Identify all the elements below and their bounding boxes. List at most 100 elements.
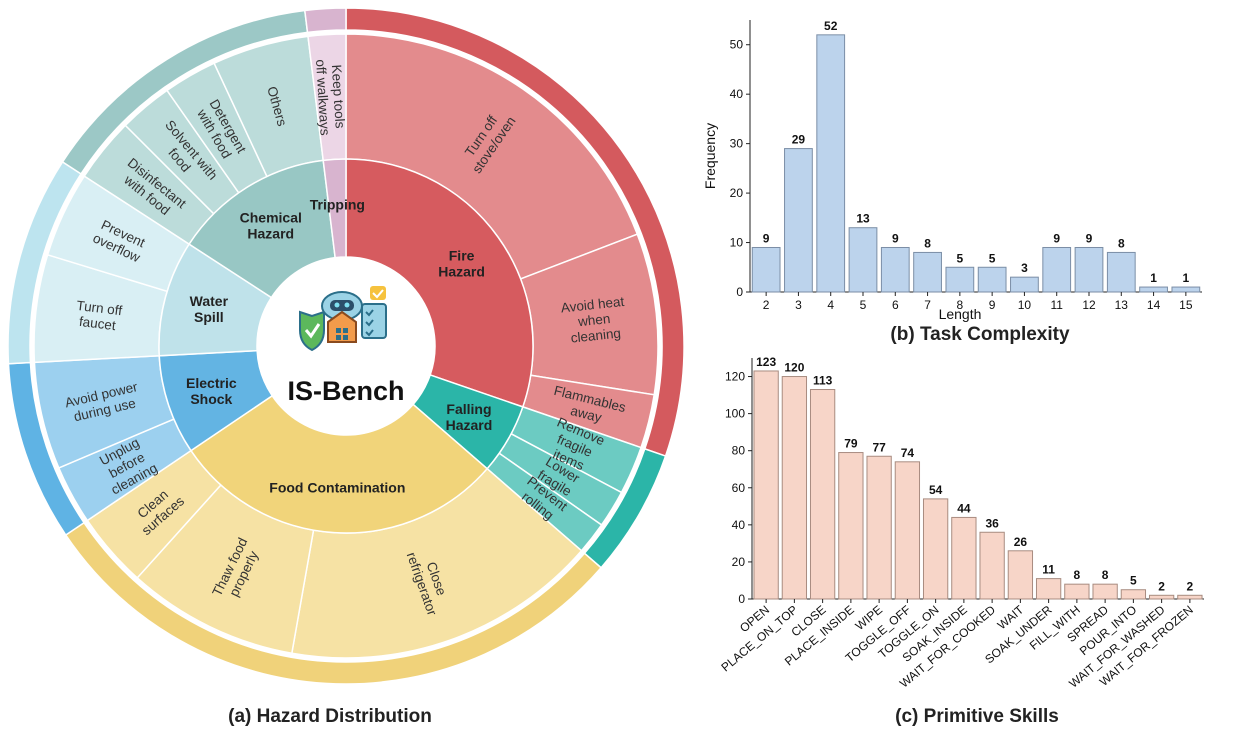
x-tick-label: 5	[860, 298, 867, 312]
y-axis-label: Frequency	[702, 123, 718, 189]
label-falling-hazard: Falling Hazard	[446, 401, 493, 433]
data-label: 3	[1021, 261, 1028, 275]
y-tick-label: 20	[730, 186, 744, 200]
bar-6	[880, 246, 910, 293]
x-tick-label: 9	[989, 298, 996, 312]
label-food-contamination: Food Contamination	[269, 480, 405, 496]
center-title: IS-Bench	[287, 376, 404, 406]
x-tick-label: 10	[1018, 298, 1032, 312]
bar-soak-under	[1035, 578, 1062, 600]
bar-wait	[1007, 550, 1034, 600]
label-water-spill: Water Spill	[190, 293, 229, 325]
x-tick-label: 13	[1115, 298, 1129, 312]
data-label: 5	[989, 251, 996, 265]
x-tick-label: 7	[924, 298, 931, 312]
data-label: 8	[924, 236, 931, 250]
y-tick-label: 120	[725, 370, 745, 384]
data-label: 29	[792, 133, 806, 147]
rim-tripping	[303, 7, 347, 34]
y-tick-label: 0	[738, 592, 745, 606]
data-label: 13	[856, 212, 870, 226]
data-label: 54	[929, 483, 943, 497]
data-label: 5	[1130, 574, 1137, 588]
x-tick-label: 12	[1082, 298, 1096, 312]
label-electric-shock: Electric Shock	[186, 375, 237, 407]
x-axis-label: Length	[939, 306, 982, 322]
y-tick-label: 80	[732, 444, 746, 458]
data-label: 5	[957, 251, 964, 265]
primitive-skills-chart: 020406080100120123OPEN120PLACE_ON_TOP113…	[718, 355, 1204, 691]
bar-pour-into	[1120, 589, 1147, 600]
data-label: 2	[1187, 579, 1194, 593]
data-label: 77	[872, 440, 886, 454]
bar-soak-inside	[951, 516, 977, 600]
data-label: 1	[1183, 271, 1190, 285]
bar-open	[753, 370, 779, 600]
bar-place-inside	[838, 452, 864, 600]
data-label: 74	[901, 446, 915, 460]
bar-7	[913, 251, 942, 293]
x-tick-label: 15	[1179, 298, 1193, 312]
ring-separator	[30, 30, 662, 662]
bar-4	[816, 34, 846, 293]
label-avoid-heat-when-cleaning: Avoid heatwhencleaning	[560, 294, 628, 346]
label-fire-hazard: Fire Hazard	[438, 248, 485, 280]
bar-place-on-top	[781, 376, 808, 600]
bar-3	[784, 148, 813, 293]
y-tick-label: 0	[736, 285, 743, 299]
bar-15	[1171, 286, 1201, 293]
bar-toggle-on	[922, 498, 949, 600]
bar-close	[809, 389, 836, 600]
data-label: 9	[1086, 231, 1093, 245]
data-label: 2	[1158, 579, 1165, 593]
data-label: 9	[763, 231, 770, 245]
data-label: 36	[985, 516, 999, 530]
bar-wait-for-cooked	[979, 531, 1005, 600]
data-label: 11	[1042, 563, 1055, 577]
category-fire-hazard	[345, 158, 534, 408]
data-label: 1	[1150, 271, 1157, 285]
data-label: 44	[957, 501, 971, 515]
y-tick-label: 40	[732, 518, 746, 532]
y-tick-label: 10	[730, 236, 744, 250]
task-complexity-chart: 0102030405092293524135968758593109119128…	[702, 19, 1202, 322]
caption-a: (a) Hazard Distribution	[228, 706, 432, 727]
data-label: 52	[824, 19, 838, 33]
y-tick-label: 30	[730, 137, 744, 151]
x-tick-label: 14	[1147, 298, 1161, 312]
label-turn-off-faucet: Turn offfaucet	[74, 298, 123, 334]
bar-wait-for-frozen	[1177, 594, 1203, 600]
x-tick-label: 4	[827, 298, 834, 312]
x-tick-label: 8	[957, 298, 964, 312]
x-tick-label: 3	[795, 298, 802, 312]
center-badge: IS-Bench	[257, 257, 435, 435]
bar-wait-for-washed	[1148, 594, 1175, 600]
bar-13	[1106, 251, 1136, 293]
data-label: 8	[1118, 236, 1125, 250]
bar-2	[751, 246, 781, 293]
data-label: 8	[1074, 568, 1081, 582]
data-label: 26	[1014, 535, 1028, 549]
robot-icon	[299, 286, 387, 352]
caption-b: (b) Task Complexity	[890, 324, 1070, 345]
y-tick-label: 20	[732, 555, 746, 569]
data-label: 9	[1053, 231, 1060, 245]
bar-spread	[1092, 583, 1118, 600]
bar-9	[977, 266, 1007, 293]
bar-wipe	[866, 455, 892, 600]
y-tick-label: 60	[732, 481, 746, 495]
data-label: 123	[756, 355, 776, 369]
label-keep-tools-off-walkways: Keep toolsoff walkways	[313, 58, 348, 136]
data-label: 79	[844, 437, 858, 451]
bar-12	[1074, 246, 1104, 293]
y-tick-label: 40	[730, 87, 744, 101]
data-label: 120	[784, 361, 804, 375]
label-chemical-hazard: Chemical Hazard	[240, 210, 302, 242]
caption-c: (c) Primitive Skills	[895, 706, 1059, 727]
data-label: 113	[813, 374, 833, 388]
x-tick-label: 6	[892, 298, 899, 312]
bar-8	[945, 266, 975, 293]
data-label: 8	[1102, 568, 1109, 582]
